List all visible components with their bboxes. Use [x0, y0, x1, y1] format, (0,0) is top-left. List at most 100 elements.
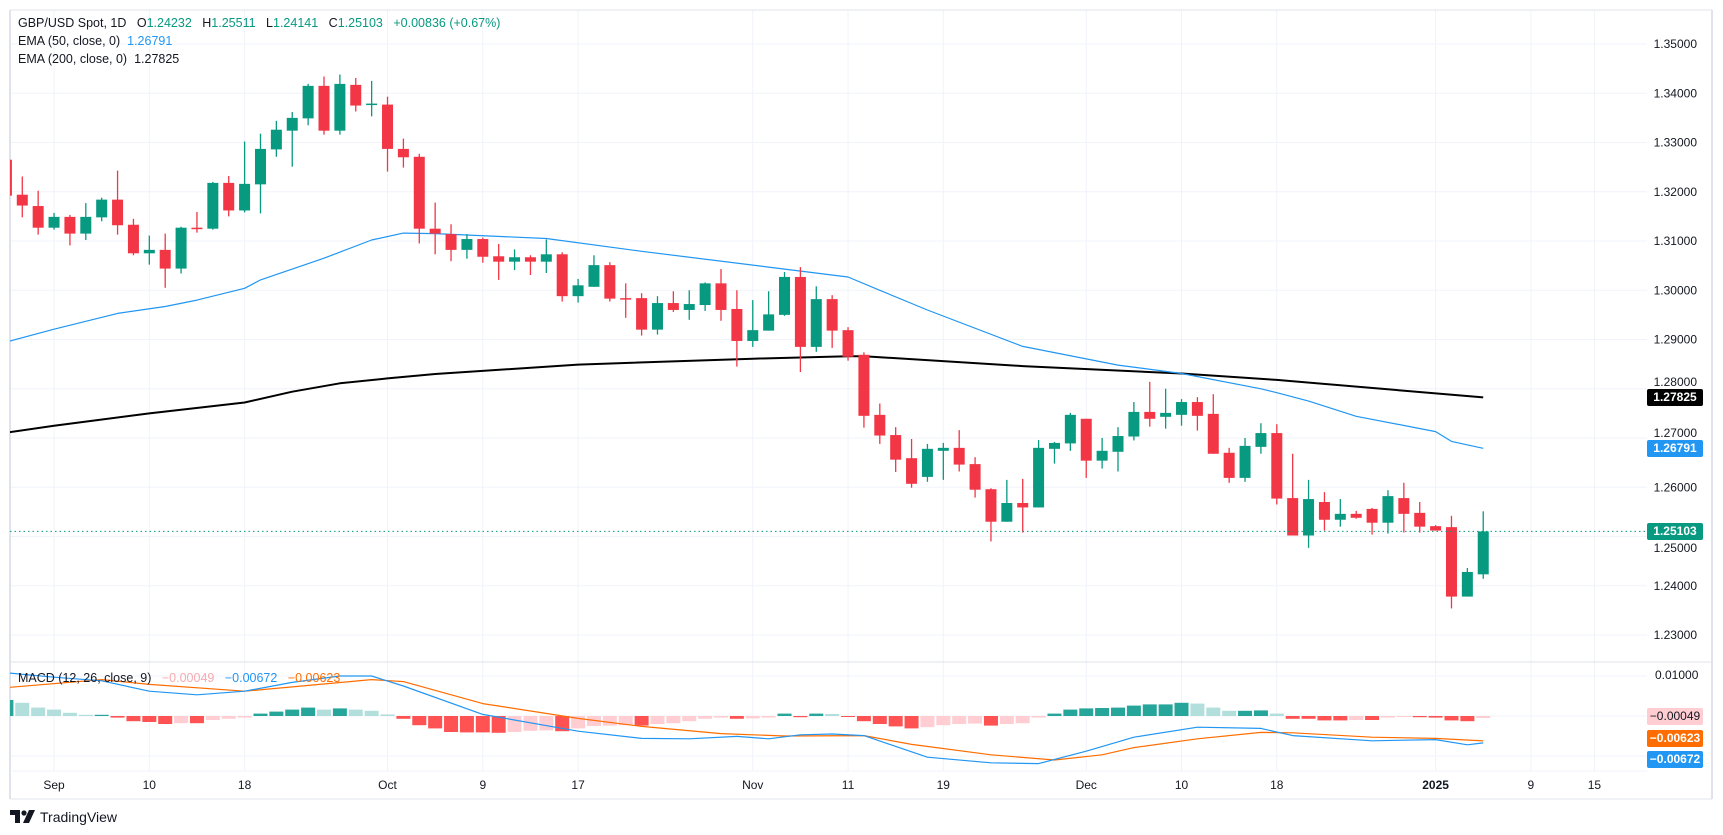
- tradingview-logo[interactable]: TradingView: [10, 809, 117, 825]
- ema200-line-group: [10, 355, 1484, 434]
- macd-histogram-bar: [1079, 708, 1094, 716]
- candle-body: [334, 83, 346, 131]
- macd-histogram-bar: [793, 716, 808, 718]
- candle: [874, 403, 886, 444]
- candle-body: [826, 299, 838, 331]
- candle: [413, 153, 425, 244]
- candle: [80, 203, 92, 241]
- ohlc-open-value: 1.24232: [146, 16, 192, 30]
- candle: [175, 226, 187, 274]
- candle: [397, 138, 409, 168]
- candle: [651, 296, 663, 335]
- price-axis-label: 1.24000: [1654, 579, 1698, 593]
- candle-body: [985, 489, 997, 522]
- candle-body: [1430, 526, 1442, 531]
- candle-body: [1096, 450, 1108, 461]
- grid: [10, 10, 1647, 771]
- candle: [1477, 511, 1489, 579]
- candle: [1445, 515, 1457, 609]
- time-axis-label: Oct: [378, 778, 397, 792]
- time-axis-label: 9: [1528, 778, 1535, 792]
- ohlc-close-value: 1.25103: [337, 16, 383, 30]
- macd-histogram-bar: [205, 716, 220, 720]
- candle-body: [1287, 498, 1299, 536]
- candle-body: [1318, 502, 1330, 520]
- ema50-legend[interactable]: EMA (50, close, 0) 1.26791: [18, 33, 179, 49]
- candle-body: [127, 224, 139, 254]
- candle-body: [858, 354, 870, 416]
- candle-body: [254, 148, 266, 185]
- candle: [477, 237, 489, 263]
- macd-histogram-bar: [1349, 716, 1364, 720]
- candle: [810, 286, 822, 352]
- candle-body: [874, 414, 886, 436]
- candle-body: [143, 249, 155, 254]
- macd-histogram-bar: [936, 716, 951, 726]
- candle: [366, 80, 378, 117]
- candle-body: [270, 129, 282, 150]
- candle: [572, 278, 584, 303]
- macd-histogram-bar: [47, 709, 62, 716]
- candle: [1366, 507, 1378, 535]
- macd-legend[interactable]: MACD (12, 26, close, 9) −0.00049 −0.0067…: [18, 670, 347, 686]
- price-axis[interactable]: 1.35000 1.34000 1.33000 1.32000 1.31000 1.300…: [1654, 37, 1698, 642]
- candle: [1223, 447, 1235, 483]
- candle-body: [779, 276, 791, 315]
- time-axis-label: Dec: [1076, 778, 1097, 792]
- candle: [906, 438, 918, 488]
- macd-histogram-bar: [825, 714, 840, 716]
- macd-signal-value: −0.00623: [287, 671, 341, 685]
- macd-histogram-bar: [1047, 713, 1062, 716]
- macd-histogram-bar: [745, 716, 760, 719]
- ema200-legend[interactable]: EMA (200, close, 0) 1.27825: [18, 51, 186, 67]
- price-axis-label: 1.32000: [1654, 185, 1698, 199]
- candle: [429, 202, 441, 255]
- candle-body: [461, 239, 473, 250]
- candle-body: [445, 234, 457, 250]
- macd-histogram-bar: [412, 716, 427, 726]
- candle: [1334, 499, 1346, 527]
- candle-body: [493, 256, 505, 262]
- macd-histogram-bar: [634, 716, 649, 726]
- macd-histogram-bar: [396, 716, 411, 719]
- candle: [1430, 525, 1442, 531]
- time-axis[interactable]: Sep 10 18 Oct 9 17 Nov 11 19 Dec 10 18 2025 9 15: [43, 778, 1601, 792]
- ohlc-high-value: 1.25511: [211, 16, 256, 30]
- macd-histogram-bar: [1269, 713, 1284, 716]
- symbol-title[interactable]: GBP/USD Spot, 1D: [18, 16, 127, 30]
- candle-body: [794, 276, 806, 347]
- ohlc-low-label: L: [266, 16, 273, 30]
- macd-histogram-bar: [983, 716, 998, 726]
- ema50-line-group: [10, 232, 1484, 449]
- candle-body: [1398, 498, 1410, 514]
- time-axis-label: 9: [479, 778, 486, 792]
- candle: [556, 252, 568, 302]
- candle-body: [302, 85, 314, 119]
- macd-histogram-bar: [364, 710, 379, 716]
- candle: [127, 218, 139, 256]
- macd-axis-label: 0.01000: [1655, 668, 1699, 682]
- macd-histogram-bar: [475, 716, 490, 733]
- macd-histogram-bar: [507, 716, 522, 732]
- macd-histogram-bar: [1095, 708, 1110, 716]
- candle-body: [842, 330, 854, 357]
- candle: [382, 96, 394, 172]
- macd-histogram-bar: [15, 702, 30, 716]
- candle-body: [969, 464, 981, 490]
- macd-histogram-bar: [809, 713, 824, 716]
- macd-histogram-bar: [856, 716, 871, 722]
- candle: [350, 77, 362, 112]
- candle: [223, 175, 235, 217]
- candle-body: [1064, 414, 1076, 444]
- candle: [302, 83, 314, 126]
- ema200-value: 1.27825: [134, 52, 180, 66]
- last-price-tag: 1.25103: [1647, 523, 1703, 540]
- macd-histogram-bar: [714, 716, 728, 718]
- ema50-line: [10, 232, 1484, 449]
- candle: [1414, 502, 1426, 533]
- candle: [334, 74, 346, 135]
- macd-histogram-bar: [968, 716, 983, 724]
- candle-body: [382, 104, 394, 149]
- candle-body: [651, 303, 663, 330]
